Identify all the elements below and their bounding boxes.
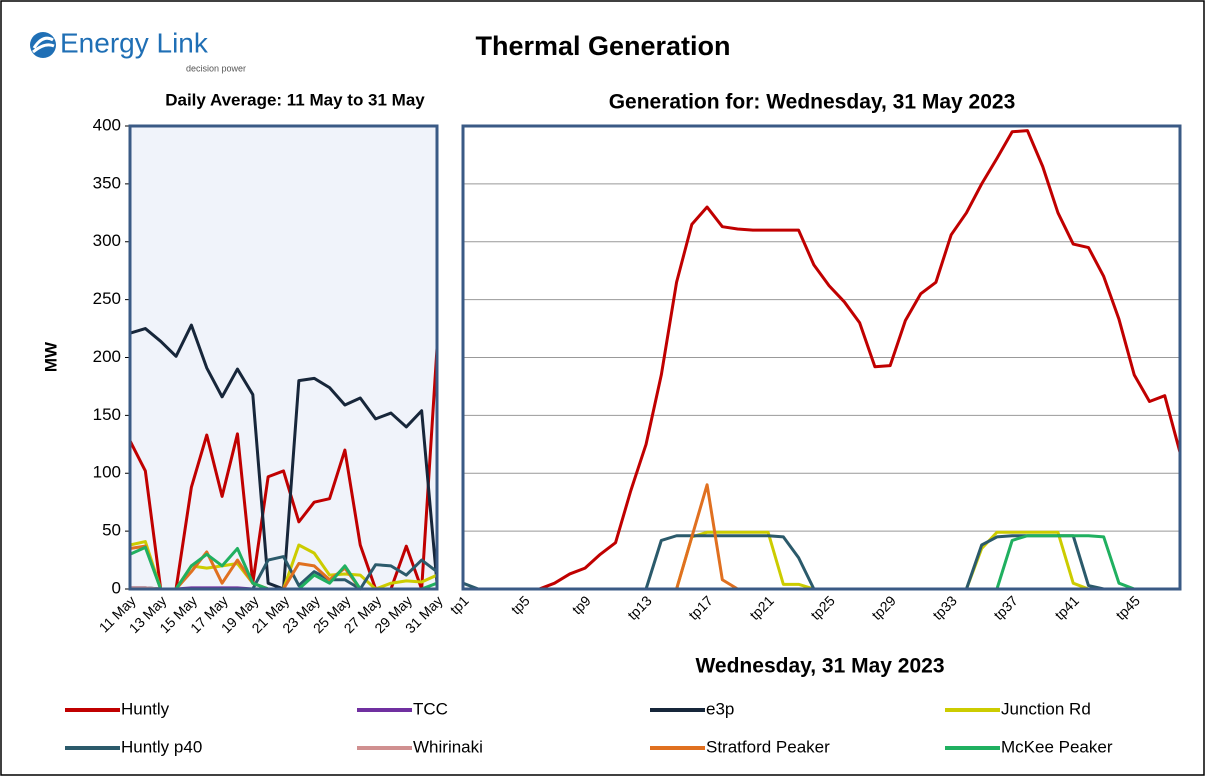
legend-item: e3p [650, 699, 734, 718]
logo-tagline: decision power [186, 63, 246, 73]
legend-item: Whirinaki [357, 737, 483, 756]
y-tick-label: 300 [93, 231, 121, 250]
legend-label: Junction Rd [1001, 699, 1091, 718]
plot-border [461, 124, 1182, 591]
subtitle: Daily Average: 11 May to 31 May [165, 90, 425, 109]
legend-item: Junction Rd [945, 699, 1091, 718]
y-tick-label: 350 [93, 173, 121, 192]
legend-item: Huntly p40 [65, 737, 202, 756]
legend-label: Stratford Peaker [706, 737, 830, 756]
legend-item: McKee Peaker [945, 737, 1113, 756]
y-tick-label: 200 [93, 347, 121, 366]
logo-name: Energy Link [60, 27, 209, 58]
plot-background [130, 126, 437, 589]
y-tick-label: 400 [93, 115, 121, 134]
y-tick-label: 50 [102, 521, 121, 540]
y-tick-label: 0 [112, 578, 121, 597]
legend-label: e3p [706, 699, 734, 718]
legend-item: TCC [357, 699, 448, 718]
chart-title: Thermal Generation [475, 31, 730, 61]
logo-swoosh [32, 36, 55, 54]
y-axis-label: MW [41, 341, 60, 372]
x-axis-label: Wednesday, 31 May 2023 [695, 655, 944, 678]
logo: Energy Link decision power [30, 27, 246, 73]
y-tick-label: 100 [93, 463, 121, 482]
plot-border [128, 124, 439, 591]
y-tick-label: 250 [93, 289, 121, 308]
legend-item: Huntly [65, 699, 170, 718]
legend-label: TCC [413, 699, 448, 718]
legend-label: Huntly p40 [121, 737, 202, 756]
legend-item: Stratford Peaker [650, 737, 830, 756]
legend-label: McKee Peaker [1001, 737, 1113, 756]
legend-label: Huntly [121, 699, 170, 718]
subtitle: Generation for: Wednesday, 31 May 2023 [609, 91, 1016, 114]
y-tick-label: 150 [93, 405, 121, 424]
series-line [463, 129, 1182, 591]
legend-label: Whirinaki [413, 737, 483, 756]
